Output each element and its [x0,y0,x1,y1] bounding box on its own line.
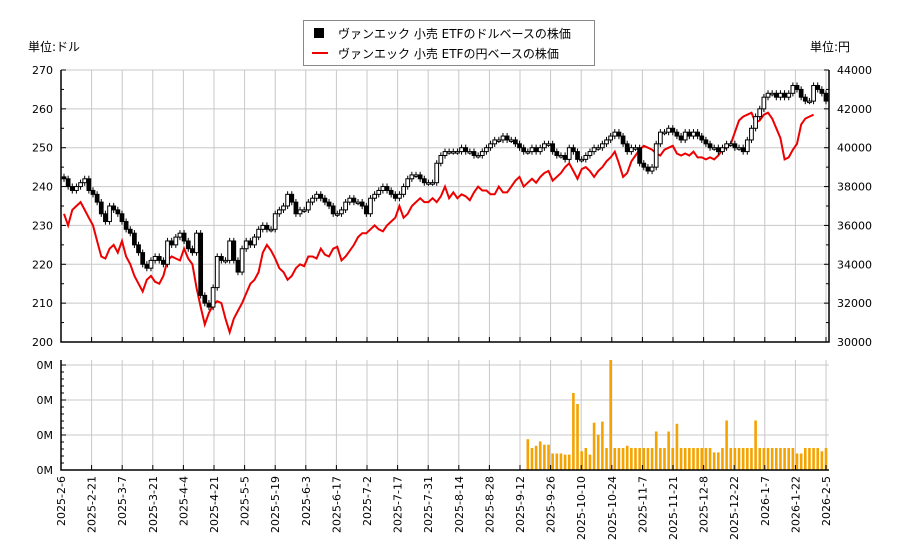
svg-text:2025-2-21: 2025-2-21 [86,476,99,533]
svg-text:2025-5-19: 2025-5-19 [269,476,282,533]
svg-text:0M: 0M [37,394,54,407]
svg-text:0M: 0M [37,429,54,442]
svg-text:2026-2-5: 2026-2-5 [820,476,833,526]
volume-bars [526,360,828,470]
legend-item-dollar: ヴァンエック 小売 ETFのドルベースの株価 [312,24,571,42]
svg-text:2025-12-22: 2025-12-22 [728,476,741,540]
svg-text:260: 260 [32,103,53,116]
svg-text:2025-11-7: 2025-11-7 [636,476,649,533]
svg-text:2025-10-24: 2025-10-24 [606,476,619,540]
line-swatch-icon [312,52,328,54]
svg-text:30000: 30000 [837,336,872,349]
right-axis-unit: 単位:円 [810,40,851,54]
svg-text:2026-1-22: 2026-1-22 [789,476,802,533]
svg-text:0M: 0M [37,464,54,477]
svg-text:200: 200 [32,336,53,349]
svg-text:36000: 36000 [837,219,872,232]
yen-price-line [63,111,815,336]
svg-text:2025-3-21: 2025-3-21 [147,476,160,533]
svg-text:230: 230 [32,219,53,232]
svg-text:2026-1-7: 2026-1-7 [759,476,772,526]
svg-text:40000: 40000 [837,142,872,155]
legend-label-dollar: ヴァンエック 小売 ETFのドルベースの株価 [338,26,571,41]
svg-text:2025-7-17: 2025-7-17 [392,476,405,533]
svg-text:44000: 44000 [837,64,872,77]
svg-text:2025-5-5: 2025-5-5 [239,476,252,526]
svg-text:240: 240 [32,181,53,194]
svg-text:250: 250 [32,142,53,155]
svg-text:2025-12-8: 2025-12-8 [698,476,711,533]
svg-text:2025-7-2: 2025-7-2 [361,476,374,526]
legend-item-yen: ヴァンエック 小売 ETFの円ベースの株価 [312,44,559,62]
svg-text:2025-7-31: 2025-7-31 [422,476,435,533]
axes: 200 210 220 230 240 250 260 270 30000 32000 34000 3… [32,64,872,540]
svg-text:32000: 32000 [837,297,872,310]
svg-text:0M: 0M [37,359,54,372]
svg-text:2025-9-12: 2025-9-12 [514,476,527,533]
svg-text:2025-6-17: 2025-6-17 [330,476,343,533]
svg-text:2025-3-7: 2025-3-7 [116,476,129,526]
svg-text:2025-10-10: 2025-10-10 [575,476,588,540]
svg-text:38000: 38000 [837,181,872,194]
svg-text:2025-9-26: 2025-9-26 [545,476,558,533]
svg-text:270: 270 [32,64,53,77]
chart-legend: ヴァンエック 小売 ETFのドルベースの株価 ヴァンエック 小売 ETFの円ベー… [303,20,595,66]
svg-text:2025-2-6: 2025-2-6 [55,476,68,526]
left-axis-unit: 単位:ドル [28,40,81,54]
dollar-candlesticks [61,82,829,311]
svg-text:2025-8-28: 2025-8-28 [483,476,496,533]
svg-text:2025-4-4: 2025-4-4 [177,476,190,526]
svg-text:42000: 42000 [837,103,872,116]
svg-text:2025-8-14: 2025-8-14 [453,476,466,533]
candle-swatch-icon [314,28,324,38]
svg-text:2025-4-21: 2025-4-21 [208,476,221,533]
svg-text:210: 210 [32,297,53,310]
svg-text:2025-11-21: 2025-11-21 [667,476,680,540]
legend-label-yen: ヴァンエック 小売 ETFの円ベースの株価 [338,46,559,61]
grid-lines [60,69,829,471]
svg-text:2025-6-3: 2025-6-3 [300,476,313,526]
svg-text:220: 220 [32,258,53,271]
svg-text:34000: 34000 [837,258,872,271]
